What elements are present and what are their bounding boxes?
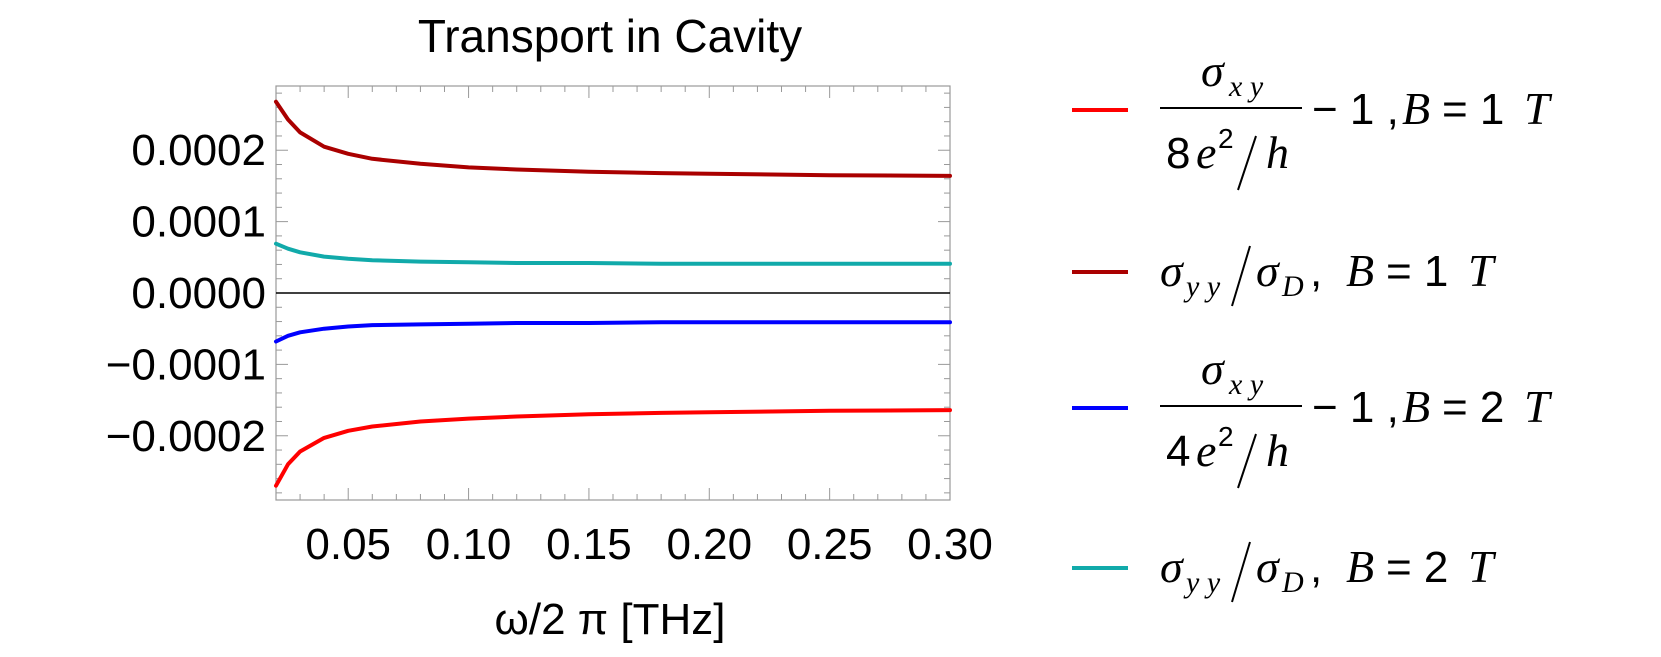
legend-text: 2 — [1218, 123, 1234, 154]
chart-title: Transport in Cavity — [418, 10, 802, 62]
y-tick-label: −0.0002 — [106, 412, 266, 461]
legend-text: , — [1310, 543, 1322, 592]
legend-text: h — [1266, 425, 1289, 476]
legend-text: T — [1524, 381, 1553, 432]
x-tick-label: 0.15 — [546, 520, 632, 569]
legend-text: 4 — [1166, 427, 1190, 476]
legend-text: D — [1281, 566, 1304, 599]
series-line-4 — [274, 241, 952, 266]
slash-mark — [1237, 135, 1257, 191]
legend-text: − 1 , — [1312, 85, 1399, 134]
y-tick-label: −0.0001 — [106, 340, 266, 389]
legend-text: D — [1281, 270, 1304, 303]
y-tick-label: 0.0001 — [131, 198, 266, 247]
legend-text: x y — [1228, 368, 1264, 401]
x-axis-label: ω/2 π [THz] — [495, 595, 726, 644]
legend-text: σ — [1256, 541, 1281, 592]
series-line-3 — [274, 320, 952, 344]
legend-text: e — [1196, 425, 1216, 476]
legend-text: y y — [1183, 566, 1221, 599]
legend-text: T — [1468, 541, 1497, 592]
y-tick-label: 0.0002 — [131, 126, 266, 175]
legend-text: 8 — [1166, 129, 1190, 178]
series-group — [274, 99, 952, 488]
y-tick-label: 0.0000 — [131, 269, 266, 318]
legend-text: = 2 — [1442, 383, 1504, 432]
legend-text: σ — [1201, 45, 1226, 96]
legend-text: 2 — [1218, 421, 1234, 452]
legend-text: e — [1196, 127, 1216, 178]
series-line-1 — [274, 408, 952, 488]
x-tick-label: 0.05 — [305, 520, 391, 569]
x-tick-label: 0.20 — [666, 520, 752, 569]
slash-mark — [1231, 541, 1251, 603]
legend-text: h — [1266, 127, 1289, 178]
legend-text: = 2 — [1386, 543, 1448, 592]
legend-text: y y — [1183, 270, 1221, 303]
legend-text: B — [1346, 245, 1374, 296]
legend-text: x y — [1228, 70, 1264, 103]
legend-text: σ — [1201, 343, 1226, 394]
legend-text: = 1 — [1386, 247, 1448, 296]
y-axis: 0.0002 0.0001 0.0000 −0.0001 −0.0002 — [106, 126, 266, 461]
x-tick-label: 0.30 — [907, 520, 993, 569]
series-line-2 — [274, 99, 952, 178]
slash-mark — [1231, 245, 1251, 307]
legend-text: T — [1468, 245, 1497, 296]
x-tick-label: 0.25 — [787, 520, 873, 569]
legend-text: σ — [1160, 245, 1185, 296]
legend-text: , — [1310, 247, 1322, 296]
x-tick-label: 0.10 — [426, 520, 512, 569]
legend-text: T — [1524, 83, 1553, 134]
x-axis: 0.05 0.10 0.15 0.20 0.25 0.30 — [305, 520, 992, 569]
legend-text: − 1 , — [1312, 383, 1399, 432]
legend-text: B — [1346, 541, 1374, 592]
legend-text: = 1 — [1442, 85, 1504, 134]
legend-text: B — [1402, 83, 1430, 134]
legend-text: σ — [1160, 541, 1185, 592]
slash-mark — [1237, 433, 1257, 489]
legend-text: B — [1402, 381, 1430, 432]
legend-text: σ — [1256, 245, 1281, 296]
plot-frame — [275, 85, 951, 501]
